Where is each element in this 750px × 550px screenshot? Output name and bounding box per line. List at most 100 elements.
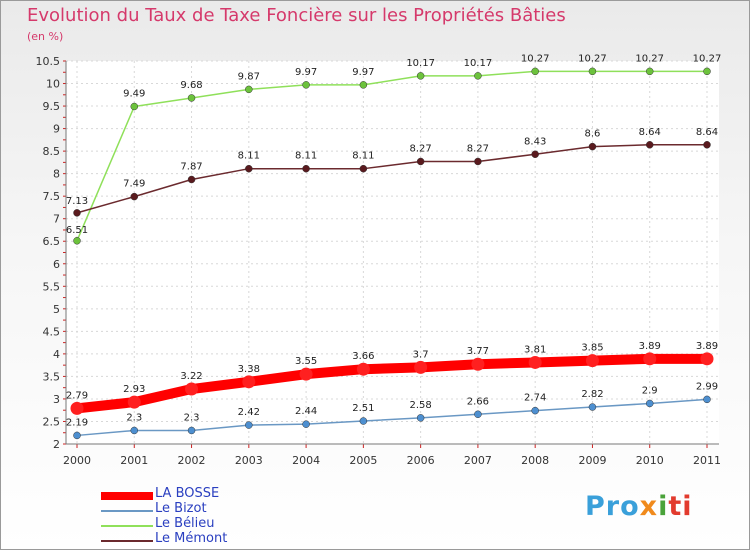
data-label-le-bizot: 2.58 — [410, 400, 432, 411]
y-tick-label: 3 — [53, 393, 60, 406]
x-tick-label: 2008 — [521, 454, 549, 467]
series-line-le-m-mont — [76, 144, 708, 214]
data-label-la-bosse: 2.93 — [123, 384, 145, 395]
data-label-le-b-lieu: 10.27 — [521, 53, 550, 64]
data-label-la-bosse: 3.89 — [639, 341, 661, 352]
legend-label-le-bizot: Le Bizot — [155, 501, 207, 516]
data-point-le-b-lieu — [187, 94, 196, 102]
data-label-le-b-lieu: 9.87 — [238, 71, 260, 82]
data-point-le-m-mont — [588, 142, 597, 151]
proxiti-logo: Proxiti — [585, 491, 693, 522]
data-point-le-bizot — [474, 410, 482, 419]
x-tick-label: 2006 — [407, 454, 435, 467]
x-tick-label: 2005 — [349, 454, 377, 467]
data-label-la-bosse: 3.66 — [352, 351, 374, 362]
data-label-le-bizot: 2.44 — [295, 406, 317, 417]
y-tick-label: 5 — [53, 303, 60, 316]
data-label-le-bizot: 2.74 — [524, 393, 546, 404]
data-point-le-b-lieu — [645, 67, 654, 76]
data-label-le-m-mont: 8.11 — [352, 151, 374, 162]
y-tick-label: 5.5 — [43, 280, 61, 293]
data-label-le-bizot: 2.19 — [66, 417, 88, 428]
series-line-le-b-lieu — [76, 70, 708, 242]
data-label-la-bosse: 3.85 — [581, 343, 603, 354]
data-point-le-b-lieu — [302, 81, 310, 89]
data-point-la-bosse — [643, 352, 657, 366]
data-point-le-b-lieu — [245, 85, 253, 94]
data-point-le-b-lieu — [130, 102, 139, 111]
data-label-le-bizot: 2.51 — [352, 403, 374, 414]
data-point-le-b-lieu — [531, 67, 539, 76]
data-label-le-b-lieu: 9.97 — [295, 67, 317, 78]
data-label-le-m-mont: 8.11 — [295, 151, 317, 162]
x-tick-label: 2003 — [235, 454, 263, 467]
data-point-le-b-lieu — [588, 67, 597, 76]
data-point-le-m-mont — [187, 175, 196, 184]
data-point-la-bosse — [242, 375, 256, 389]
y-tick-label: 2.5 — [43, 415, 61, 428]
data-label-la-bosse: 3.77 — [467, 346, 489, 357]
data-label-le-b-lieu: 9.68 — [180, 80, 202, 91]
plot-area — [66, 61, 719, 444]
data-point-le-bizot — [588, 403, 597, 411]
data-point-le-m-mont — [359, 164, 368, 173]
x-tick-label: 2010 — [636, 454, 664, 467]
data-point-le-b-lieu — [416, 72, 425, 80]
x-tick-label: 2009 — [578, 454, 606, 467]
data-point-le-bizot — [645, 399, 654, 408]
data-point-le-bizot — [359, 417, 368, 425]
data-label-le-b-lieu: 10.27 — [578, 53, 607, 64]
data-point-le-bizot — [245, 421, 253, 429]
data-point-la-bosse — [70, 401, 84, 415]
data-label-le-b-lieu: 10.27 — [635, 53, 664, 64]
data-point-le-m-mont — [703, 141, 711, 149]
data-label-la-bosse: 3.7 — [413, 349, 429, 360]
y-tick-label: 8 — [53, 168, 60, 181]
data-point-la-bosse — [299, 367, 313, 381]
x-tick-label: 2011 — [693, 454, 721, 467]
data-label-le-m-mont: 7.13 — [66, 196, 88, 207]
legend-label-la-bosse: LA BOSSE — [155, 486, 220, 501]
data-point-la-bosse — [700, 352, 714, 366]
data-point-le-b-lieu — [703, 67, 711, 76]
legend-swatch-le-belieu — [101, 525, 153, 527]
data-point-le-m-mont — [416, 157, 425, 166]
data-label-le-b-lieu: 10.27 — [693, 53, 722, 64]
data-point-le-bizot — [130, 426, 139, 435]
data-point-le-b-lieu — [474, 72, 482, 80]
data-label-le-bizot: 2.9 — [642, 385, 658, 396]
data-label-le-b-lieu: 10.17 — [406, 58, 435, 69]
data-point-le-b-lieu — [73, 237, 81, 245]
legend-swatch-le-memont — [101, 540, 153, 542]
data-label-la-bosse: 2.79 — [66, 390, 88, 401]
data-point-la-bosse — [528, 355, 542, 369]
data-label-le-m-mont: 8.11 — [238, 151, 260, 162]
data-label-le-b-lieu: 9.97 — [352, 67, 374, 78]
data-point-le-m-mont — [645, 141, 654, 149]
data-point-la-bosse — [127, 395, 141, 409]
data-label-la-bosse: 3.89 — [696, 341, 718, 352]
data-point-le-bizot — [302, 420, 310, 428]
page-title: Evolution du Taux de Taxe Foncière sur l… — [27, 5, 566, 26]
data-label-le-m-mont: 8.43 — [524, 136, 546, 147]
x-tick-label: 2001 — [120, 454, 148, 467]
y-tick-label: 9 — [53, 123, 60, 136]
data-label-le-m-mont: 7.87 — [180, 162, 202, 173]
data-point-le-bizot — [531, 406, 539, 415]
data-point-le-m-mont — [302, 164, 310, 173]
y-tick-label: 9.5 — [43, 100, 61, 113]
legend-swatch-le-bizot — [101, 510, 153, 512]
data-label-le-b-lieu: 9.49 — [123, 89, 145, 100]
data-label-le-m-mont: 8.27 — [410, 143, 432, 154]
data-label-le-m-mont: 8.64 — [639, 127, 661, 138]
data-point-le-m-mont — [531, 150, 539, 159]
series-line-la-bosse — [72, 353, 712, 414]
y-tick-label: 10 — [46, 78, 60, 91]
data-point-le-bizot — [703, 395, 711, 404]
data-point-la-bosse — [185, 382, 199, 396]
data-label-le-m-mont: 8.27 — [467, 143, 489, 154]
y-tick-label: 4 — [53, 348, 60, 361]
data-point-la-bosse — [414, 360, 428, 374]
y-tick-label: 8.5 — [43, 145, 61, 158]
